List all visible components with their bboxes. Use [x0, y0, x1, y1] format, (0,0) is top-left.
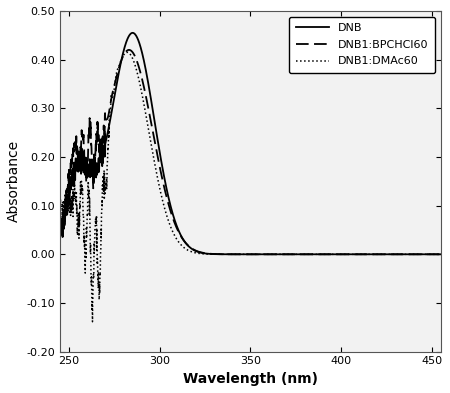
DNB1:DMAc60 [438, 252, 444, 257]
Line: DNB1:DMAc60: DNB1:DMAc60 [60, 52, 441, 322]
Y-axis label: Absorbance: Absorbance [7, 140, 21, 222]
DNB1:BPCHCl60 [243, 252, 248, 257]
DNB [243, 252, 248, 257]
DNB1:BPCHCl60 [357, 252, 363, 257]
DNB1:BPCHCl60 [427, 252, 432, 257]
DNB1:BPCHCl60 [58, 237, 63, 241]
DNB1:DMAc60 [125, 50, 130, 55]
DNB [357, 252, 363, 257]
Legend: DNB, DNB1:BPCHCl60, DNB1:DMAc60: DNB, DNB1:BPCHCl60, DNB1:DMAc60 [289, 17, 435, 73]
DNB1:DMAc60 [58, 217, 63, 221]
DNB [438, 252, 444, 257]
DNB [233, 252, 238, 257]
Line: DNB: DNB [60, 33, 441, 254]
DNB [130, 31, 135, 35]
DNB [427, 252, 432, 257]
DNB1:DMAc60 [427, 252, 432, 257]
DNB [427, 252, 432, 257]
DNB [77, 162, 82, 167]
DNB1:DMAc60 [90, 320, 95, 324]
DNB1:BPCHCl60 [233, 252, 238, 257]
DNB1:BPCHCl60 [427, 252, 432, 257]
DNB1:BPCHCl60 [77, 157, 82, 162]
X-axis label: Wavelength (nm): Wavelength (nm) [183, 372, 318, 386]
DNB1:DMAc60 [233, 252, 238, 257]
DNB1:DMAc60 [243, 252, 248, 257]
Line: DNB1:BPCHCl60: DNB1:BPCHCl60 [60, 50, 441, 254]
DNB1:BPCHCl60 [438, 252, 444, 257]
DNB1:DMAc60 [358, 252, 363, 257]
DNB1:DMAc60 [428, 252, 433, 257]
DNB1:DMAc60 [77, 224, 82, 228]
DNB [58, 230, 63, 235]
DNB1:BPCHCl60 [126, 48, 132, 52]
